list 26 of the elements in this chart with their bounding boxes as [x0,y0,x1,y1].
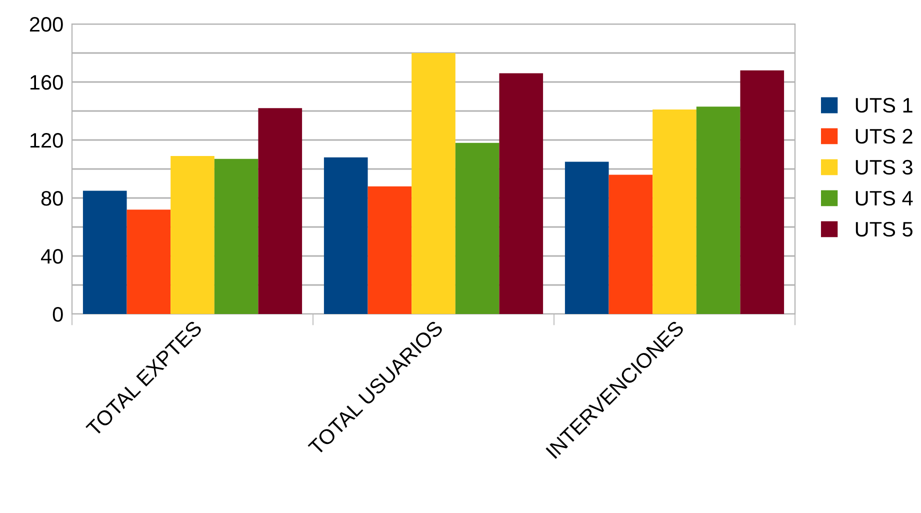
y-tick-label: 200 [30,17,63,32]
bar [455,142,500,314]
bar [324,157,368,314]
legend-label: UTS 4 [856,190,913,206]
bar [696,106,740,314]
legend-label: UTS 1 [856,98,912,113]
y-tick-label: 80 [41,191,63,206]
y-tick-label: 160 [30,75,63,90]
bar [368,186,412,314]
y-tick-label: 120 [30,133,63,148]
bar [412,53,456,314]
legend-label: UTS 3 [856,160,912,175]
bar [652,110,696,314]
bar [214,158,258,314]
bar [258,108,302,314]
bar [608,174,653,314]
bar [740,70,784,314]
legend-label: UTS 2 [856,128,912,144]
bar [499,73,544,314]
bar [564,162,609,314]
bar [126,210,171,314]
y-tick-label: 40 [40,249,63,264]
bar [82,190,127,314]
legend-label: UTS 5 [856,222,912,237]
y-tick-label: 0 [52,307,63,322]
bar [170,156,214,314]
